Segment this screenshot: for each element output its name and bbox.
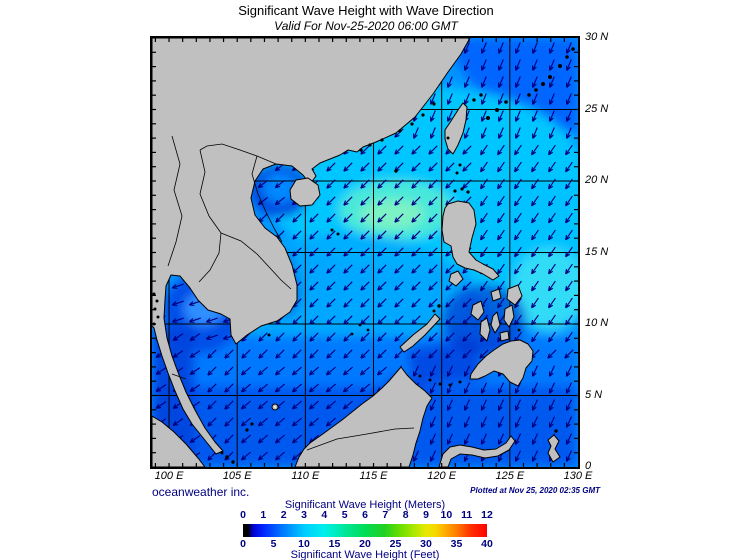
title-block: Significant Wave Height with Wave Direct…	[0, 3, 732, 33]
land-masbate	[490, 288, 502, 302]
feet-tick-40: 40	[481, 538, 493, 550]
lat-label-0: 0	[585, 460, 592, 472]
land-hainan-island	[289, 177, 321, 207]
map-area	[150, 36, 580, 469]
land-sumatra	[152, 415, 206, 467]
small-island-layer	[152, 47, 575, 464]
land-panay	[470, 300, 485, 321]
chart-subtitle: Valid For Nov-25-2020 06:00 GMT	[274, 19, 458, 33]
lon-label-100e: 100 E	[154, 470, 184, 482]
lat-label-20n: 20 N	[585, 174, 609, 186]
legend-title-meters: Significant Wave Height (Meters)	[284, 499, 446, 511]
land-asia-mainland	[152, 38, 471, 455]
meters-tick-3: 3	[301, 509, 307, 521]
feet-tick-15: 15	[328, 538, 341, 550]
plotted-at-text: Plotted at Nov 25, 2020 02:35 GMT	[470, 486, 600, 495]
feet-tick-0: 0	[240, 538, 246, 550]
lat-label-25n: 25 N	[585, 102, 609, 115]
lon-label-115e: 115 E	[359, 470, 388, 482]
lat-label-5n: 5 N	[585, 388, 603, 401]
meters-tick-9: 9	[423, 509, 429, 521]
meters-tick-10: 10	[440, 509, 453, 521]
feet-tick-10: 10	[298, 538, 310, 550]
chart-title: Significant Wave Height with Wave Direct…	[238, 3, 494, 18]
lat-label-15n: 15 N	[585, 245, 609, 258]
credit-text: oceanweather inc.	[152, 485, 250, 499]
land-palawan	[399, 313, 441, 353]
lon-label-125e: 125 E	[495, 470, 525, 482]
meters-tick-11: 11	[461, 509, 473, 521]
land-taiwan	[444, 102, 468, 155]
land-sulawesi	[438, 435, 516, 467]
land-negros	[479, 317, 491, 342]
meters-tick-0: 0	[240, 509, 246, 521]
land-leyte	[503, 304, 515, 328]
land-cebu	[490, 311, 501, 334]
lat-label-30n: 30 N	[585, 31, 609, 43]
meters-tick-12: 12	[481, 509, 493, 521]
meters-tick-7: 7	[382, 509, 389, 521]
lat-label-10n: 10 N	[585, 317, 609, 329]
lon-label-110e: 110 E	[291, 470, 320, 482]
colorbar	[243, 524, 487, 537]
meters-tick-1: 1	[260, 509, 267, 521]
map-svg	[152, 38, 578, 467]
meters-tick-5: 5	[341, 509, 348, 521]
lon-label-120e: 120 E	[427, 470, 457, 482]
lon-label-105e: 105 E	[222, 470, 252, 482]
land-mindanao	[469, 339, 534, 387]
meters-tick-2: 2	[280, 509, 287, 521]
feet-tick-35: 35	[450, 538, 463, 550]
feet-tick-25: 25	[389, 538, 402, 550]
feet-tick-20: 20	[359, 538, 371, 550]
feet-tick-30: 30	[420, 538, 432, 550]
land-luzon	[441, 200, 500, 281]
land-samar	[506, 284, 523, 306]
lon-label-130e: 130 E	[563, 470, 593, 482]
axis-tick-layer	[152, 38, 578, 467]
meters-tick-8: 8	[402, 509, 409, 521]
country-border-layer	[167, 135, 415, 451]
feet-tick-5: 5	[270, 538, 277, 550]
land-mindoro	[448, 270, 464, 287]
meters-tick-4: 4	[321, 509, 328, 521]
meters-tick-6: 6	[362, 509, 368, 521]
land-halmahera	[547, 434, 561, 463]
legend-title-feet: Significant Wave Height (Feet)	[290, 549, 440, 560]
land-bohol	[499, 330, 510, 342]
